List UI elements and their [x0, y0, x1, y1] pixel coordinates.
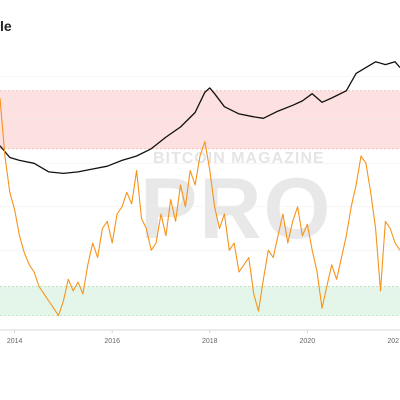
x-tick-label-2: 2018 [202, 338, 218, 345]
x-tick-label-1: 2016 [104, 338, 120, 345]
x-tick-label-4: 202 [387, 338, 399, 345]
series-line-oscillator [0, 97, 400, 317]
band-1 [0, 286, 400, 316]
watermark-product: PRO [140, 161, 333, 257]
watermark-brand: BITCOIN MAGAZINE [153, 150, 325, 167]
x-tick-label-3: 2020 [300, 338, 316, 345]
x-tick-label-0: 2014 [7, 338, 23, 345]
chart-title: le [0, 18, 12, 34]
series-line-price [0, 61, 400, 175]
